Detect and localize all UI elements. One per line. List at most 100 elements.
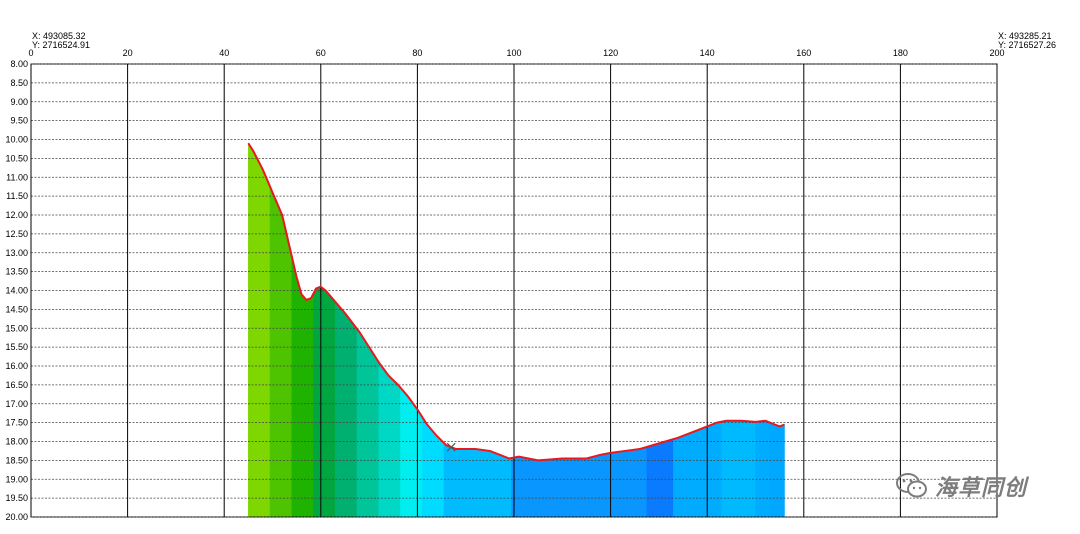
fill-strip <box>586 457 590 518</box>
fill-strip <box>308 297 312 518</box>
fill-strip <box>687 432 691 518</box>
y-tick-label: 16.50 <box>5 380 28 390</box>
watermark-text: 海草同创 <box>935 476 1028 501</box>
fill-strip <box>479 449 483 518</box>
y-tick-label: 13.00 <box>5 248 28 258</box>
fill-strip <box>434 432 438 518</box>
fill-strip <box>392 379 396 518</box>
fill-strip <box>467 448 471 518</box>
fill-strip <box>462 448 467 518</box>
fill-strip <box>255 155 259 518</box>
cross-marker <box>446 442 456 452</box>
fill-strip <box>714 422 718 518</box>
fill-strip <box>723 420 727 518</box>
fill-strip <box>260 164 264 518</box>
fill-strip <box>330 295 334 518</box>
fill-strip <box>542 459 546 518</box>
fill-strip <box>636 448 640 518</box>
x-tick-label: 60 <box>316 48 326 58</box>
fill-strip <box>378 361 382 518</box>
fill-strip <box>776 425 780 518</box>
fill-strip <box>250 146 254 518</box>
fill-strip <box>409 398 413 518</box>
x-tick-labels: 0 20 40 60 80 100 120 140 160 180 200 <box>28 48 1004 58</box>
chart-grid <box>30 63 998 518</box>
fill-strip <box>248 142 252 518</box>
fill-strip <box>390 377 394 518</box>
fill-strip <box>689 431 694 518</box>
fill-strip <box>675 437 679 518</box>
fill-strip <box>443 442 447 518</box>
fill-strip <box>617 451 621 518</box>
wechat-icon <box>896 473 927 498</box>
fill-strip <box>301 293 305 518</box>
x-tick-label: 20 <box>123 48 133 58</box>
fill-strip <box>383 367 387 518</box>
fill-strip <box>731 420 735 518</box>
fill-strip <box>267 180 271 518</box>
x-tick-label: 100 <box>506 48 521 58</box>
fill-strip <box>412 401 416 518</box>
fill-strip <box>743 420 747 518</box>
y-tick-label: 15.00 <box>5 323 28 333</box>
y-tick-label: 15.50 <box>5 342 28 352</box>
fill-strip <box>598 454 602 518</box>
fill-strip <box>733 420 737 518</box>
fill-strip <box>658 442 662 518</box>
x-tick-label: 160 <box>796 48 811 58</box>
end-y-coordinate: Y: 2716527.26 <box>998 40 1057 50</box>
fill-strip <box>653 443 657 518</box>
fill-strip <box>740 420 744 518</box>
fill-strip <box>347 315 351 518</box>
fill-strip <box>641 447 645 518</box>
fill-strip <box>566 458 570 518</box>
fill-strip <box>549 458 553 518</box>
fill-strip <box>528 458 532 518</box>
fill-strip <box>721 420 725 518</box>
fill-strip <box>368 346 372 518</box>
fill-strip <box>506 457 510 518</box>
fill-strip <box>279 209 283 518</box>
fill-strip <box>728 420 732 518</box>
y-tick-label: 10.00 <box>5 135 28 145</box>
y-tick-label: 9.50 <box>10 116 28 126</box>
fill-strip <box>460 448 464 518</box>
y-tick-label: 17.00 <box>5 399 28 409</box>
fill-strip <box>738 420 742 518</box>
fill-strip <box>752 421 756 518</box>
fill-strip <box>359 330 363 518</box>
start-y-coordinate: Y: 2716524.91 <box>32 40 91 50</box>
y-tick-label: 13.50 <box>5 267 28 277</box>
fill-strip <box>453 447 457 518</box>
fill-strip <box>475 448 479 518</box>
fill-strip <box>762 420 766 518</box>
fill-strip <box>303 296 307 518</box>
fill-strip <box>252 150 256 518</box>
fill-strip <box>694 429 698 518</box>
fill-strip <box>429 426 433 518</box>
y-tick-label: 14.50 <box>5 304 28 314</box>
fill-strip <box>692 430 696 518</box>
fill-strip <box>644 446 648 518</box>
fill-strip <box>622 450 626 518</box>
fill-strip <box>697 428 701 518</box>
x-tick-label: 180 <box>893 48 908 58</box>
fill-strip <box>605 452 609 518</box>
fill-strip <box>656 442 660 518</box>
fill-strip <box>665 440 669 518</box>
fill-strip <box>470 448 474 518</box>
fill-strip <box>619 450 623 518</box>
fill-strip <box>504 456 508 518</box>
fill-strip <box>395 381 399 518</box>
fill-strip <box>677 436 681 518</box>
fill-strip <box>639 447 643 518</box>
fill-strip <box>441 439 445 518</box>
fill-strip <box>400 386 404 518</box>
fill-strip <box>525 457 529 518</box>
y-tick-label: 16.00 <box>5 361 28 371</box>
marker-group <box>446 442 456 452</box>
fill-strip <box>450 446 454 518</box>
fill-strip <box>530 458 534 518</box>
fill-strip <box>491 451 495 518</box>
fill-strip <box>431 429 435 518</box>
